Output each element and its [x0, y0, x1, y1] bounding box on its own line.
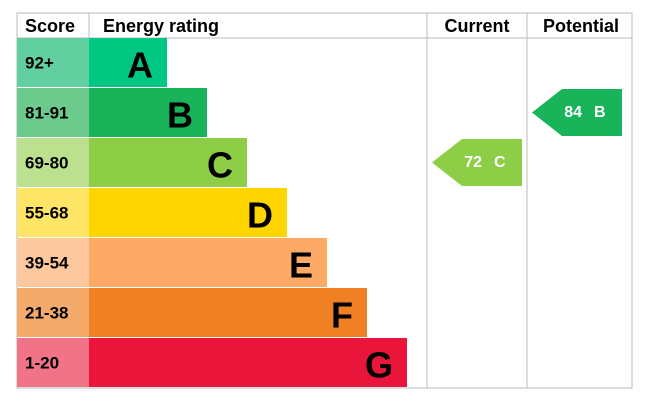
header-potential: Potential: [543, 16, 619, 36]
score-cell: [17, 338, 89, 387]
score-cell: [17, 88, 89, 137]
rating-bar: [89, 88, 207, 137]
rating-bar: [89, 288, 367, 337]
score-range: 69-80: [25, 154, 68, 173]
score-range: 39-54: [25, 254, 69, 273]
score-cell: [17, 38, 89, 87]
rating-letter: G: [365, 345, 393, 386]
potential-band: B: [594, 104, 606, 121]
current-band: C: [494, 154, 506, 171]
rating-letter: D: [247, 195, 273, 236]
rating-bar: [89, 38, 167, 87]
potential-arrow: [532, 89, 622, 136]
score-range: 55-68: [25, 204, 68, 223]
score-range: 21-38: [25, 304, 68, 323]
score-range: 81-91: [25, 104, 68, 123]
rating-bar: [89, 238, 327, 287]
score-range: 1-20: [25, 354, 59, 373]
current-value: 72: [464, 154, 482, 171]
header-score: Score: [25, 16, 75, 36]
rating-bar: [89, 188, 287, 237]
rating-letter: F: [331, 295, 353, 336]
score-cell: [17, 138, 89, 187]
score-cell: [17, 288, 89, 337]
rating-bar: [89, 338, 407, 387]
rating-letter: B: [167, 95, 193, 136]
current-arrow: [432, 139, 522, 186]
rating-bar: [89, 138, 247, 187]
potential-value: 84: [564, 104, 582, 121]
rating-letter: A: [127, 45, 153, 86]
rating-letter: C: [207, 145, 233, 186]
header-current: Current: [444, 16, 509, 36]
header-rating: Energy rating: [103, 16, 219, 36]
rating-letter: E: [289, 245, 313, 286]
score-range: 92+: [25, 54, 54, 73]
score-cell: [17, 238, 89, 287]
score-cell: [17, 188, 89, 237]
